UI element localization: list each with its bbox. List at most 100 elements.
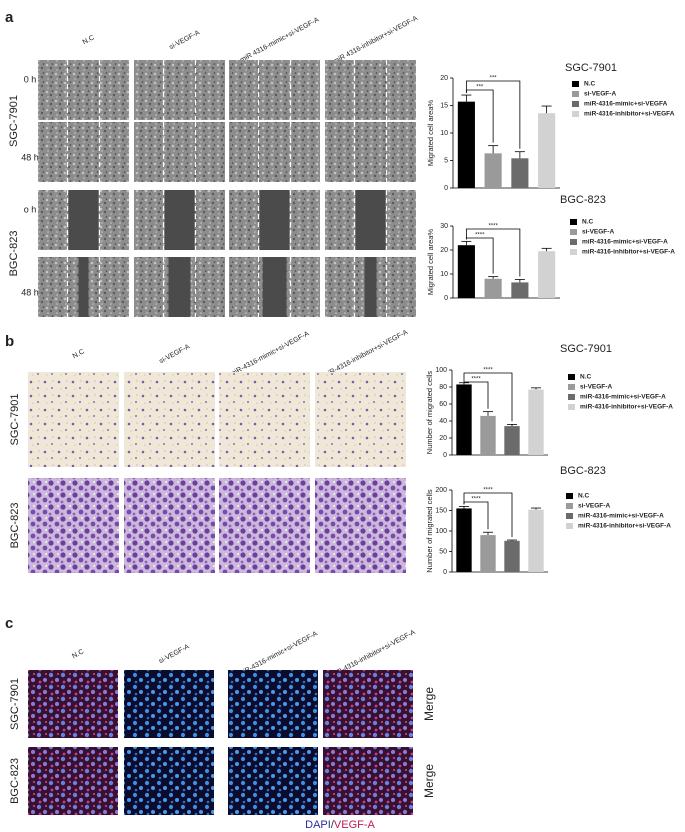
legend-swatch	[570, 249, 577, 255]
significance-label: ****	[483, 488, 493, 494]
bar	[511, 282, 529, 298]
bar	[484, 153, 502, 188]
y-tick-label: 5	[444, 157, 448, 164]
significance-bracket	[463, 380, 489, 409]
column-label: miR 4316-mimic+si-VEGF-A	[239, 16, 320, 64]
panel-label: a	[5, 9, 14, 26]
legend-swatch	[570, 229, 577, 235]
scratch-gap	[259, 190, 290, 250]
significance-label: ****	[483, 368, 493, 374]
legend-label: miR-4316-mimic+si-VEGFA	[584, 101, 668, 108]
bar	[457, 101, 475, 188]
y-tick-label: 100	[435, 528, 447, 535]
y-tick-label: 40	[439, 418, 447, 425]
fluorescence-image	[228, 670, 318, 738]
row-label: BGC-823	[9, 758, 21, 804]
legend-label: si-VEGF-A	[582, 229, 614, 236]
scratch-gap	[262, 257, 287, 317]
significance-label: ****	[488, 224, 498, 230]
legend-swatch	[568, 404, 575, 410]
fluorescence-image	[228, 747, 318, 815]
significance-label: ***	[490, 76, 498, 82]
bar	[511, 158, 529, 188]
y-tick-label: 80	[439, 384, 447, 391]
legend-label: N.C	[582, 219, 594, 226]
column-label: si-VEGF-A	[158, 343, 191, 365]
row-label: BGC-823	[8, 231, 20, 277]
legend-label: miR-4316-inhibitor+si-VEGF-A	[580, 404, 673, 411]
significance-label: ****	[471, 377, 481, 383]
column-label: si-VEGF-A	[168, 29, 201, 51]
legend-label: N.C	[580, 374, 592, 381]
y-tick-label: 0	[443, 569, 447, 576]
y-tick-label: 15	[440, 102, 448, 109]
merge-label: Merge	[422, 764, 436, 798]
significance-label: ****	[475, 233, 485, 239]
y-tick-label: 100	[435, 367, 447, 374]
column-label: miR 4316-inhibitor+si-VEGF-A	[332, 15, 419, 66]
column-label: N.C	[71, 648, 85, 660]
transwell-image	[219, 478, 310, 573]
legend-swatch	[570, 219, 577, 225]
bar	[504, 540, 520, 572]
time-label: o h	[24, 204, 37, 214]
legend-label: miR-4316-mimic+si-VEGF-A	[578, 513, 664, 520]
legend-swatch	[568, 374, 575, 380]
legend-swatch	[572, 81, 579, 87]
y-tick-label: 0	[443, 452, 447, 459]
scratch-image	[134, 60, 225, 120]
transwell-image	[315, 478, 406, 573]
legend-label: N.C	[584, 81, 596, 88]
scratch-image	[38, 122, 129, 182]
legend-label: miR-4316-inhibitor+si-VEGFA	[584, 111, 675, 118]
y-tick-label: 20	[439, 435, 447, 442]
legend-swatch	[570, 239, 577, 245]
y-tick-label: 0	[444, 185, 448, 192]
scratch-image	[325, 122, 416, 182]
row-label: BGC-823	[9, 503, 21, 549]
y-axis-title: Migrated cell area%	[426, 100, 435, 167]
scratch-gap	[68, 190, 99, 250]
legend-label: si-VEGF-A	[578, 503, 610, 510]
y-tick-label: 20	[440, 247, 448, 254]
bar	[457, 245, 475, 298]
bar	[456, 384, 472, 455]
time-label: 48 h	[21, 152, 39, 162]
significance-bracket	[463, 492, 513, 538]
y-tick-label: 10	[440, 130, 448, 137]
y-axis-title: Number of migrated cells	[425, 371, 434, 455]
legend-swatch	[572, 91, 579, 97]
scratch-image	[229, 122, 320, 182]
transwell-image	[315, 372, 406, 467]
stain-label-part: /	[331, 819, 335, 831]
scratch-gap	[164, 190, 195, 250]
significance-bracket	[465, 80, 521, 149]
row-label: SGC-7901	[9, 394, 21, 446]
transwell-image	[124, 372, 215, 467]
legend-label: miR-4316-mimic+si-VEGF-A	[582, 239, 668, 246]
y-tick-label: 10	[440, 271, 448, 278]
significance-bracket	[463, 372, 513, 422]
bar	[484, 278, 502, 298]
fluorescence-image	[124, 747, 214, 815]
legend-swatch	[572, 101, 579, 107]
row-label: SGC-7901	[9, 678, 21, 730]
fluorescence-image	[28, 670, 118, 738]
stain-label-part: DAPI	[305, 819, 331, 831]
bar	[480, 535, 496, 572]
y-tick-label: 0	[444, 295, 448, 302]
legend-label: miR-4316-inhibitor+si-VEGF-A	[578, 523, 671, 530]
column-label: N.C	[72, 348, 86, 360]
column-label: si-VEGF-A	[158, 643, 191, 665]
panel-label: c	[5, 615, 13, 632]
legend-label: si-VEGF-A	[584, 91, 616, 98]
y-tick-label: 30	[440, 223, 448, 230]
bar	[456, 508, 472, 572]
bar	[538, 251, 556, 298]
bar	[528, 509, 544, 572]
time-label: 48 h	[21, 287, 39, 297]
transwell-image	[28, 372, 119, 467]
chart-title: BGC-823	[560, 465, 606, 477]
legend-label: N.C	[578, 493, 590, 500]
scratch-gap	[78, 257, 89, 317]
